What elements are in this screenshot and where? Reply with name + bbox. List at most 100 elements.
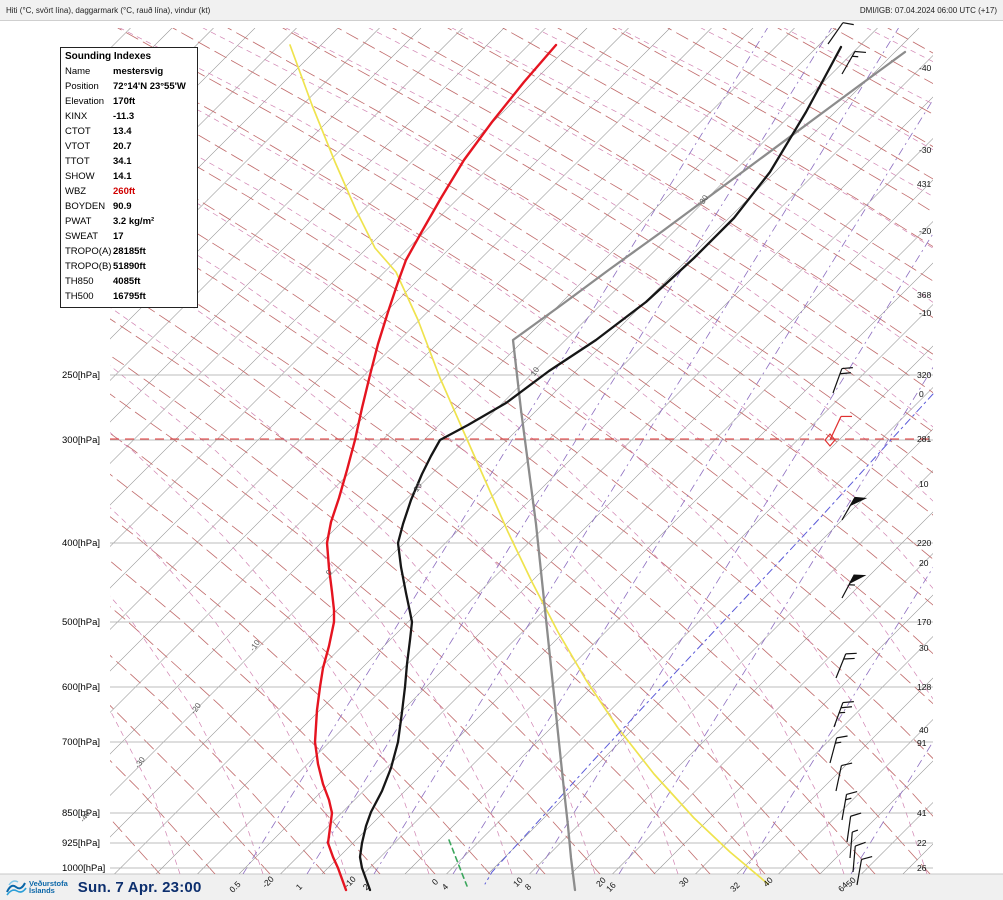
index-value: mestersvig xyxy=(113,66,164,77)
index-label: Position xyxy=(65,81,99,92)
index-label: TH500 xyxy=(65,291,94,302)
svg-text:600[hPa]: 600[hPa] xyxy=(62,682,100,693)
wind-barb xyxy=(841,496,868,521)
index-rows: Name mestersvig Position 72°14'N 23°55'W Ele… xyxy=(61,64,197,304)
index-row-elevation: Elevation 170ft xyxy=(61,94,197,109)
svg-text:320: 320 xyxy=(917,370,931,380)
wind-barb xyxy=(827,22,854,45)
svg-text:22: 22 xyxy=(917,838,927,848)
svg-text:4: 4 xyxy=(440,881,451,892)
svg-text:2: 2 xyxy=(361,881,372,892)
svg-text:431: 431 xyxy=(917,179,931,189)
index-value: 4085ft xyxy=(113,276,141,287)
wind-barb xyxy=(835,652,857,679)
index-label: BOYDEN xyxy=(65,201,106,212)
svg-text:400[hPa]: 400[hPa] xyxy=(62,538,100,549)
logo-wave-1 xyxy=(6,882,26,893)
svg-text:-40: -40 xyxy=(919,63,932,73)
index-value: 16795ft xyxy=(113,291,146,302)
index-label: TROPO(B) xyxy=(65,261,112,272)
svg-text:0: 0 xyxy=(324,568,334,577)
index-label: Elevation xyxy=(65,96,105,107)
index-label: WBZ xyxy=(65,186,87,197)
index-value: -11.3 xyxy=(113,111,135,122)
logo-text-line2: Íslands xyxy=(29,886,55,895)
svg-text:1000[hPa]: 1000[hPa] xyxy=(62,863,105,874)
svg-text:0: 0 xyxy=(430,876,441,887)
sounding-indexes-box: Sounding Indexes Name mestersvig Position 7… xyxy=(60,47,198,308)
index-row-show: SHOW 14.1 xyxy=(61,169,197,184)
grid-mixing-ratio-lines xyxy=(242,28,933,874)
wind-barb xyxy=(841,790,858,821)
index-label: TTOT xyxy=(65,156,90,167)
wind-barb xyxy=(849,829,859,859)
dewpoint-curve xyxy=(313,43,558,892)
wind-barb xyxy=(852,841,866,873)
svg-text:850[hPa]: 850[hPa] xyxy=(62,808,100,819)
grid-moist-adiabats xyxy=(110,28,933,874)
wind-barb xyxy=(846,812,862,843)
logo-text: Veðurstofa Íslands xyxy=(29,878,68,895)
index-label: PWAT xyxy=(65,216,92,227)
index-row-sweat: SWEAT 17 xyxy=(61,229,197,244)
wind-barbs xyxy=(824,22,873,886)
index-label: SHOW xyxy=(65,171,95,182)
svg-text:26: 26 xyxy=(917,863,927,873)
sounding-indexes-title: Sounding Indexes xyxy=(65,51,152,62)
header-right-label: DMI/IGB: 07.04.2024 06:00 UTC (+17) xyxy=(859,5,997,15)
wind-barb xyxy=(829,735,848,764)
index-value: 17 xyxy=(113,231,124,242)
index-row-tropo-a-: TROPO(A) 28185ft xyxy=(61,244,197,259)
index-value: 72°14'N 23°55'W xyxy=(113,81,186,92)
index-value: 170ft xyxy=(113,96,136,107)
svg-text:20: 20 xyxy=(919,558,929,568)
svg-text:8: 8 xyxy=(523,881,534,892)
logo-wave-2 xyxy=(6,887,27,896)
svg-text:700[hPa]: 700[hPa] xyxy=(62,737,100,748)
index-value: 90.9 xyxy=(113,201,132,212)
index-label: KINX xyxy=(65,111,88,122)
index-row-name: Name mestersvig xyxy=(61,64,197,79)
index-label: Name xyxy=(65,66,91,77)
aircraft-obs-barb xyxy=(824,415,852,447)
svg-text:91: 91 xyxy=(917,738,927,748)
index-row-ctot: CTOT 13.4 xyxy=(61,124,197,139)
svg-text:220: 220 xyxy=(917,538,931,548)
index-value: 3.2 kg/m² xyxy=(113,216,155,227)
svg-text:300[hPa]: 300[hPa] xyxy=(62,435,100,446)
index-value: 28185ft xyxy=(113,246,146,257)
wind-barb xyxy=(841,574,867,599)
svg-text:-20: -20 xyxy=(919,226,932,236)
svg-text:281: 281 xyxy=(917,434,931,444)
index-value: 13.4 xyxy=(113,126,132,137)
wind-barb xyxy=(832,367,853,394)
index-row-wbz: WBZ 260ft xyxy=(61,184,197,199)
wind-barb xyxy=(841,50,867,75)
wind-barb xyxy=(833,701,854,728)
index-row-ttot: TTOT 34.1 xyxy=(61,154,197,169)
index-value: 20.7 xyxy=(113,141,132,152)
index-value: 51890ft xyxy=(113,261,146,272)
svg-text:170: 170 xyxy=(917,617,931,627)
header-left-label: Hiti (°C, svört lína), daggarmark (°C, r… xyxy=(6,5,211,15)
svg-text:0: 0 xyxy=(919,389,924,399)
index-row-kinx: KINX -11.3 xyxy=(61,109,197,124)
index-label: TROPO(A) xyxy=(65,246,112,257)
pressure-gridlines xyxy=(110,374,933,869)
grid-isotherms xyxy=(110,28,933,874)
svg-text:368: 368 xyxy=(917,290,931,300)
logo-text-line1: Veðurstofa xyxy=(29,878,68,888)
footer-bar: Veðurstofa Íslands Sun. 7 Apr. 23:00 xyxy=(0,874,1003,900)
svg-text:-30: -30 xyxy=(919,145,932,155)
svg-text:250[hPa]: 250[hPa] xyxy=(62,370,100,381)
index-label: CTOT xyxy=(65,126,91,137)
index-row-th500: TH500 16795ft xyxy=(61,289,197,304)
svg-text:1: 1 xyxy=(294,881,305,892)
wind-barb xyxy=(856,855,873,886)
svg-text:-10: -10 xyxy=(919,308,932,318)
svg-text:500[hPa]: 500[hPa] xyxy=(62,617,100,628)
wind-barb xyxy=(835,762,853,792)
index-row-pwat: PWAT 3.2 kg/m² xyxy=(61,214,197,229)
green-dashed-line xyxy=(448,839,468,887)
